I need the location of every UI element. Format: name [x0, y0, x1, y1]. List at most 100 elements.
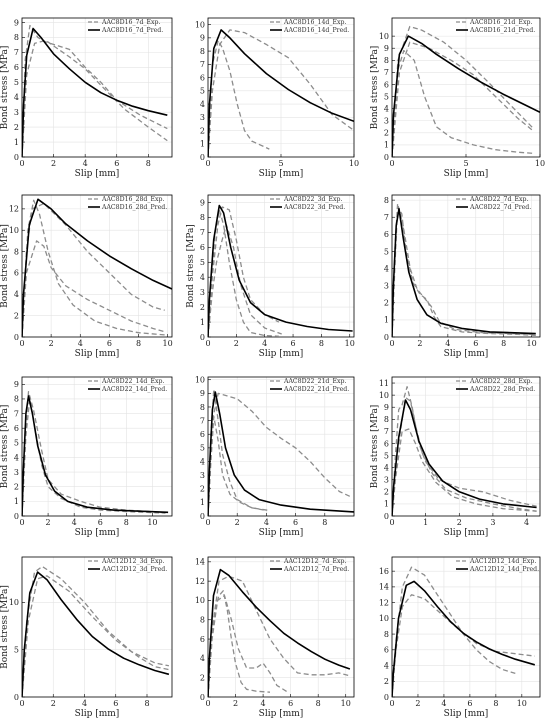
x-tick-label: 0 [389, 159, 394, 168]
axes-box [207, 556, 355, 698]
x-tick-label: 3 [490, 518, 495, 527]
y-tick-label: 6 [200, 430, 205, 439]
x-tick-label: 2 [51, 699, 56, 708]
x-tick-label: 2 [46, 518, 51, 527]
y-tick-label: 8 [384, 415, 389, 424]
y-tick-label: 0 [14, 512, 19, 521]
y-tick-label: 4 [14, 453, 19, 462]
y-tick-label: 4 [200, 100, 205, 109]
y-tick-label: 7 [384, 213, 389, 222]
legend-label: AAC8D22_14d_Exp. [101, 378, 164, 385]
axes-box [391, 556, 541, 698]
x-tick-label: 0 [389, 339, 394, 348]
axes-box [207, 194, 355, 338]
x-axis-label: Slip [mm] [444, 709, 489, 719]
x-tick-label: 4 [524, 518, 529, 527]
chart-panel-5: 0 2 4 6 8 10 0 1 2 3 4 5 6 7 8 9 Slip [mm] Bond stress [M… [186, 194, 355, 359]
y-tick-label: 7 [14, 48, 19, 57]
x-axis-label: Slip [mm] [75, 709, 120, 719]
series-line-exp-2 [392, 49, 535, 157]
y-axis-label: Bond stress [MPa] [186, 224, 196, 308]
legend-label: AAC8D22_28d_Exp. [469, 378, 532, 385]
series-group [208, 29, 354, 157]
x-tick-label: 8 [136, 339, 141, 348]
y-tick-label: 0 [200, 333, 205, 342]
series-line-exp-2 [392, 202, 536, 337]
y-tick-label: 4 [200, 654, 205, 663]
series-line-exp-3 [22, 199, 165, 337]
y-tick-label: 3 [200, 288, 205, 297]
y-tick-label: 5 [14, 646, 19, 655]
y-tick-label: 2 [384, 129, 389, 138]
y-axis-label: Bond stress [MPa] [0, 46, 10, 130]
x-tick-label: 2 [457, 518, 462, 527]
y-tick-label: 6 [200, 635, 205, 644]
x-tick-label: 4 [261, 699, 266, 708]
y-tick-label: 5 [384, 451, 389, 460]
x-axis-label: Slip [mm] [75, 349, 120, 359]
y-axis-label: Bond stress [MPa] [0, 224, 10, 308]
x-tick-label: 0 [389, 699, 394, 708]
x-axis-label: Slip [mm] [444, 528, 489, 538]
x-axis-label: Slip [mm] [444, 169, 489, 179]
y-tick-label: 8 [384, 630, 389, 639]
y-tick-label: 14 [195, 558, 205, 567]
y-tick-label: 4 [384, 463, 389, 472]
y-tick-label: 9 [200, 198, 205, 207]
y-tick-label: 5 [200, 444, 205, 453]
chart-panel-12: 0 2 4 6 8 10 0 2 4 6 8 10 12 14 16 Slip [mm] AAC12D12_14… [379, 556, 541, 719]
y-tick-label: 0 [200, 693, 205, 702]
y-tick-label: 2 [14, 123, 19, 132]
series-line-exp-3 [208, 224, 282, 337]
y-tick-label: 4 [384, 264, 389, 273]
x-tick-label: 6 [291, 339, 296, 348]
y-tick-label: 5 [200, 258, 205, 267]
series-line-exp-2 [392, 396, 537, 516]
y-tick-label: 3 [384, 476, 389, 485]
y-tick-label: 6 [384, 439, 389, 448]
series-line-exp-1 [392, 206, 536, 337]
x-tick-label: 4 [83, 159, 88, 168]
legend-label: AAC12D12_14d_Exp. [469, 558, 536, 565]
y-tick-label: 0 [14, 333, 19, 342]
x-tick-label: 10 [527, 339, 537, 348]
chart-panel-4: 0 2 4 6 8 10 0 2 4 6 8 10 12 Slip [mm] Bond stress [MP… [0, 194, 173, 359]
y-tick-label: 3 [14, 108, 19, 117]
y-tick-label: 8 [200, 213, 205, 222]
y-tick-label: 12 [9, 205, 19, 214]
y-tick-label: 12 [379, 598, 389, 607]
x-tick-label: 8 [124, 518, 129, 527]
y-tick-label: 1 [384, 316, 389, 325]
y-tick-label: 1 [384, 500, 389, 509]
series-line-exp-2 [22, 398, 166, 516]
y-tick-label: 0 [14, 693, 19, 702]
series-line-pred [22, 395, 169, 516]
y-tick-label: 2 [384, 299, 389, 308]
x-tick-label: 0 [205, 699, 210, 708]
series-line-pred [208, 568, 351, 697]
x-tick-label: 8 [316, 699, 321, 708]
y-tick-label: 7 [200, 416, 205, 425]
series-line-exp-3 [392, 428, 537, 516]
legend-label: AAC12D12_3d_Exp. [101, 558, 164, 565]
y-tick-label: 3 [200, 471, 205, 480]
y-tick-label: 2 [200, 303, 205, 312]
legend-label: AAC8D22_7d_Pred. [469, 204, 531, 211]
legend-label: AAC8D22_28d_Pred. [469, 386, 535, 393]
y-tick-label: 1 [14, 497, 19, 506]
y-tick-label: 7 [14, 409, 19, 418]
legend-label: AAC12D12_7d_Pred. [283, 566, 349, 573]
axes-box [21, 17, 173, 158]
y-tick-label: 0 [200, 153, 205, 162]
y-tick-label: 10 [379, 391, 389, 400]
x-tick-label: 6 [293, 518, 298, 527]
series-line-exp-1 [22, 24, 168, 157]
x-tick-label: 6 [113, 699, 118, 708]
legend-label: AAC8D16_14d_Pred. [283, 27, 349, 34]
y-tick-label: 5 [384, 247, 389, 256]
legend-label: AAC8D16_28d_Pred. [101, 204, 167, 211]
y-tick-label: 12 [195, 577, 205, 586]
y-tick-label: 6 [384, 646, 389, 655]
